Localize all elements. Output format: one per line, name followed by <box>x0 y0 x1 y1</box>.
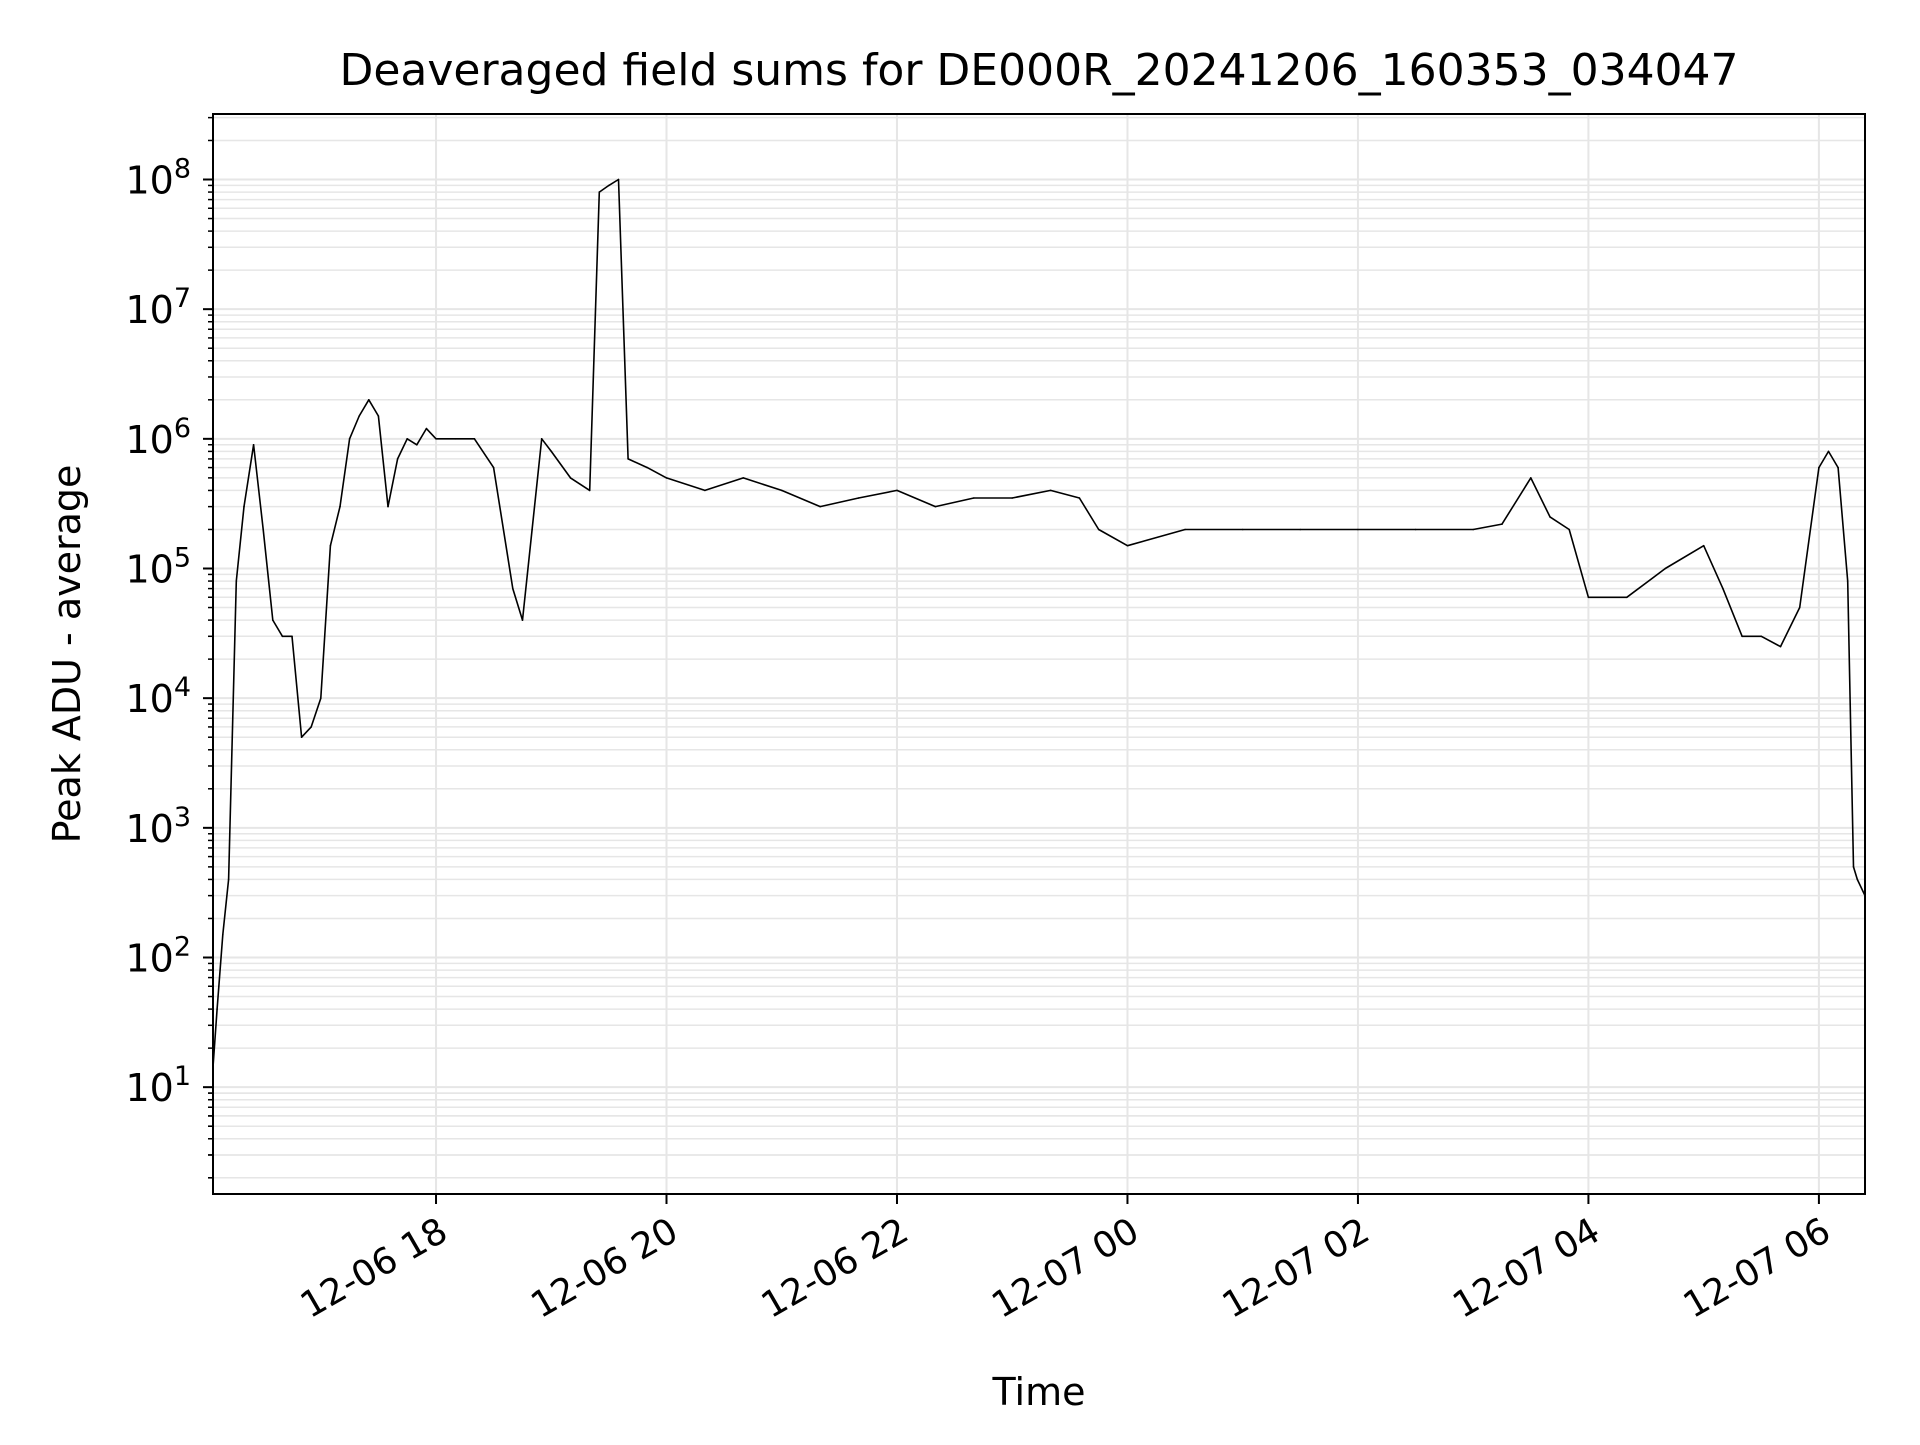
data-point <box>1837 466 1839 469</box>
data-point <box>1530 477 1532 479</box>
data-point <box>339 505 341 508</box>
data-point <box>1549 516 1551 518</box>
plot-frame <box>212 113 1866 1195</box>
data-point <box>1241 528 1244 531</box>
data-point <box>617 178 620 181</box>
data-point <box>550 450 553 453</box>
data-point <box>1078 497 1081 499</box>
data-point <box>1357 528 1359 531</box>
data-point <box>300 736 303 738</box>
line-layer <box>212 178 1866 1066</box>
data-point <box>216 1008 218 1010</box>
data-point <box>1126 544 1129 547</box>
data-point <box>1779 645 1782 648</box>
data-point <box>1568 528 1570 531</box>
data-point <box>627 458 629 460</box>
chart-title: Deaveraged field sums for DE000R_2024120… <box>339 45 1738 96</box>
y-tick-label: 104 <box>125 672 191 721</box>
data-point <box>387 505 389 508</box>
data-point <box>1501 523 1503 525</box>
data-point <box>569 477 572 479</box>
data-point <box>406 438 409 440</box>
y-axis-label: Peak ADU - average <box>45 465 89 844</box>
data-point <box>896 489 898 492</box>
data-point <box>235 580 238 582</box>
y-tick-label: 102 <box>125 932 191 981</box>
data-point <box>348 438 351 440</box>
data-point <box>291 635 293 638</box>
data-point <box>1472 528 1474 531</box>
data-point <box>492 466 495 469</box>
y-tick-label: 103 <box>125 802 191 851</box>
data-point <box>598 191 601 193</box>
x-axis-label: Time <box>992 1370 1086 1414</box>
data-point <box>521 619 524 621</box>
data-point <box>262 528 265 531</box>
grid-layer <box>213 114 1865 1194</box>
data-point <box>377 415 380 417</box>
data-point <box>1702 544 1705 547</box>
y-tick-label: 101 <box>125 1061 191 1110</box>
data-point <box>1852 866 1855 868</box>
data-point <box>704 489 706 492</box>
data-point <box>742 477 745 479</box>
data-point <box>819 505 821 508</box>
data-point <box>416 444 418 446</box>
data-point <box>1414 528 1417 531</box>
data-point <box>780 489 783 492</box>
y-tick-label: 108 <box>125 154 191 203</box>
data-point <box>1184 528 1186 531</box>
y-tick-label: 107 <box>125 283 191 332</box>
data-point <box>1097 528 1100 531</box>
data-point <box>1760 635 1763 638</box>
data-point <box>243 505 245 508</box>
data-point <box>222 933 224 936</box>
data-point <box>310 726 313 728</box>
data-point <box>252 444 255 446</box>
data-point <box>512 587 514 590</box>
data-point <box>1846 580 1849 582</box>
data-point <box>1626 596 1628 599</box>
data-point <box>368 399 370 401</box>
data-point <box>934 505 937 508</box>
data-point <box>1011 497 1013 499</box>
data-point <box>1587 596 1590 599</box>
data-point <box>665 477 668 479</box>
data-point <box>646 466 649 469</box>
data-point <box>973 497 975 499</box>
data-point <box>227 878 230 881</box>
data-point <box>272 619 274 621</box>
data-point <box>1827 450 1830 453</box>
data-point <box>1856 878 1859 881</box>
data-point <box>1741 635 1743 638</box>
data-point <box>1722 587 1724 590</box>
y-tick-label: 105 <box>125 543 191 592</box>
data-point <box>588 489 591 492</box>
data-point <box>425 427 428 430</box>
data-point <box>531 528 533 531</box>
data-point <box>358 415 361 417</box>
data-point <box>473 438 476 440</box>
data-point <box>1299 528 1302 531</box>
y-tick-label: 106 <box>125 413 191 462</box>
data-point <box>608 184 610 187</box>
data-point <box>1798 606 1801 609</box>
data-point <box>320 697 322 699</box>
data-point <box>857 497 860 499</box>
data-point <box>1818 466 1820 469</box>
data-point <box>1664 567 1667 570</box>
data-point <box>396 458 399 460</box>
data-point <box>435 438 437 440</box>
data-point <box>454 438 457 440</box>
data-point <box>540 438 543 440</box>
data-point <box>329 544 332 547</box>
data-point <box>281 635 284 638</box>
data-point <box>1049 489 1052 492</box>
